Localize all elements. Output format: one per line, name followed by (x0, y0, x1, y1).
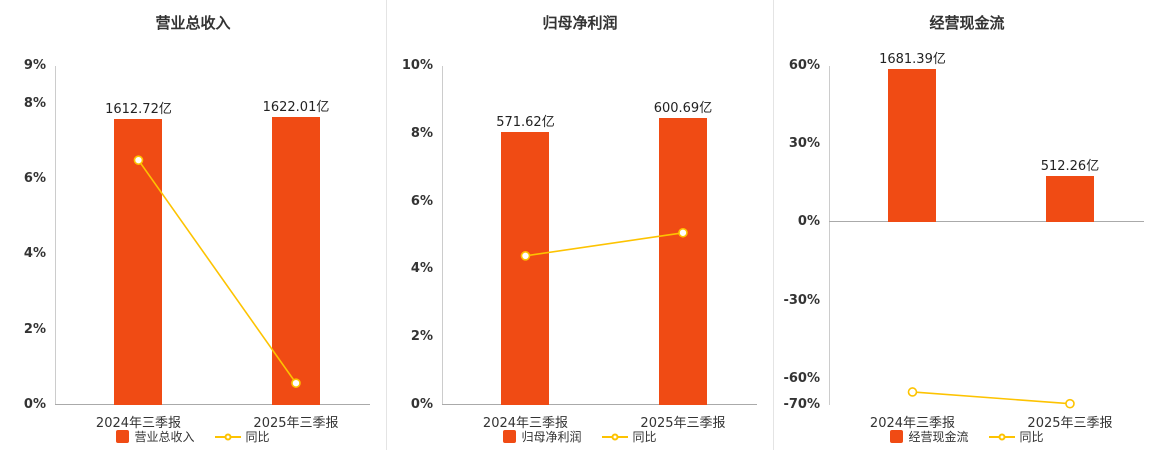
legend-item-bar-series[interactable]: 归母净利润 (503, 428, 582, 445)
x-axis-category-label: 2024年三季报 (482, 416, 569, 431)
legend-label: 归母净利润 (521, 430, 582, 444)
legend-label: 经营现金流 (908, 430, 969, 444)
line-legend-dot (224, 433, 231, 440)
bar-prev-period[interactable] (114, 118, 163, 405)
x-axis-category-label: 2024年三季报 (95, 416, 182, 431)
yoy-point[interactable] (1065, 398, 1075, 409)
yoy-point[interactable] (291, 378, 301, 388)
line-legend-marker (988, 433, 1015, 440)
bar-value-label: 1681.39亿 (879, 52, 946, 68)
y-axis-tick-label: 4% (410, 261, 433, 277)
legend: 经营现金流 同比 (774, 428, 1160, 445)
yoy-line (525, 231, 684, 257)
bar-curr-period[interactable] (1045, 175, 1094, 223)
yoy-point[interactable] (907, 387, 918, 397)
y-axis-tick-label: 2% (410, 329, 433, 345)
y-axis-tick-label: 6% (410, 193, 433, 209)
x-axis-category-label: 2025年三季报 (1027, 416, 1113, 431)
line-legend-marker (214, 433, 241, 440)
y-axis-tick-label: -70% (783, 397, 820, 412)
bar-prev-period[interactable] (501, 132, 550, 405)
y-axis-tick-label: 4% (23, 246, 46, 262)
line-legend-dot (611, 433, 618, 440)
bar-curr-period[interactable] (271, 117, 320, 405)
y-axis-tick-label: 0% (797, 214, 820, 230)
plot-area: 1612.72亿 2024年三季报 1622.01亿 2025年三季报 (55, 66, 370, 431)
bar-value-label: 1612.72亿 (105, 101, 172, 117)
y-axis-tick-label: 6% (23, 171, 46, 186)
y-axis-line (442, 66, 443, 405)
bar-curr-period[interactable] (658, 118, 707, 405)
y-axis-tick-label: 30% (788, 136, 820, 152)
bar-legend-swatch (503, 430, 517, 443)
legend-label: 同比 (1019, 430, 1044, 444)
yoy-point[interactable] (678, 227, 688, 238)
y-axis-tick-label: 8% (23, 95, 46, 111)
legend: 归母净利润 同比 (387, 428, 773, 445)
yoy-line-series (907, 387, 1075, 409)
legend-item-bar-series[interactable]: 营业总收入 (116, 428, 195, 445)
chart-panel-revenue: 营业总收入 1612.72亿 2024年三季报 1622.01亿 2025年三季报 营… (0, 0, 386, 450)
zero-axis-line (442, 404, 757, 405)
y-axis-tick-label: 10% (401, 58, 433, 73)
yoy-line-series (133, 155, 301, 388)
zero-axis-line (829, 221, 1144, 223)
y-axis-line (55, 66, 56, 405)
y-axis-tick-label: 0% (23, 397, 46, 412)
y-axis-tick-label: 9% (23, 58, 46, 73)
legend-label: 同比 (632, 430, 657, 444)
bar-value-label: 512.26亿 (1040, 158, 1100, 174)
y-axis-tick-label: -30% (783, 292, 820, 308)
legend-label: 营业总收入 (134, 430, 195, 444)
legend-item-yoy-series[interactable]: 同比 (601, 428, 657, 445)
legend-item-yoy-series[interactable]: 同比 (988, 428, 1044, 445)
yoy-line (912, 391, 1071, 405)
bar-value-label: 600.69亿 (653, 101, 713, 117)
yoy-point[interactable] (133, 155, 144, 165)
legend: 营业总收入 同比 (0, 428, 386, 445)
yoy-line-series (520, 227, 688, 261)
legend-item-bar-series[interactable]: 经营现金流 (890, 428, 969, 445)
legend-item-yoy-series[interactable]: 同比 (214, 428, 270, 445)
x-axis-category-label: 2025年三季报 (253, 416, 339, 431)
legend-label: 同比 (245, 430, 270, 444)
zero-axis-line (55, 404, 370, 405)
bar-value-label: 571.62亿 (496, 115, 555, 131)
bar-legend-swatch (890, 430, 904, 443)
yoy-point[interactable] (520, 251, 531, 261)
bar-legend-swatch (116, 430, 130, 443)
y-axis-line (829, 66, 830, 405)
bar-value-label: 1622.01亿 (262, 100, 330, 116)
y-axis-tick-label: 60% (788, 58, 820, 73)
line-legend-dot (998, 433, 1005, 440)
chart-title: 营业总收入 (155, 14, 231, 32)
chart-panel-cash-flow: 经营现金流 1681.39亿 2024年三季报 512.26亿 2025年三季报 经营… (773, 0, 1160, 450)
chart-title: 归母净利润 (542, 14, 618, 32)
y-axis-tick-label: 0% (410, 397, 433, 412)
chart-panel-net-profit: 归母净利润 571.62亿 2024年三季报 600.69亿 2025年三季报 归母净… (386, 0, 773, 450)
plot-area: 1681.39亿 2024年三季报 512.26亿 2025年三季报 (829, 52, 1144, 431)
y-axis-tick-label: -60% (783, 370, 820, 386)
chart-title: 经营现金流 (929, 14, 1005, 32)
line-legend-marker (601, 433, 628, 440)
bar-prev-period[interactable] (888, 69, 937, 223)
y-axis-tick-label: 8% (410, 125, 433, 141)
yoy-line (137, 159, 297, 384)
plot-area: 571.62亿 2024年三季报 600.69亿 2025年三季报 (442, 66, 757, 431)
y-axis-tick-label: 2% (23, 321, 46, 337)
x-axis-category-label: 2024年三季报 (869, 416, 956, 431)
x-axis-category-label: 2025年三季报 (640, 416, 726, 431)
